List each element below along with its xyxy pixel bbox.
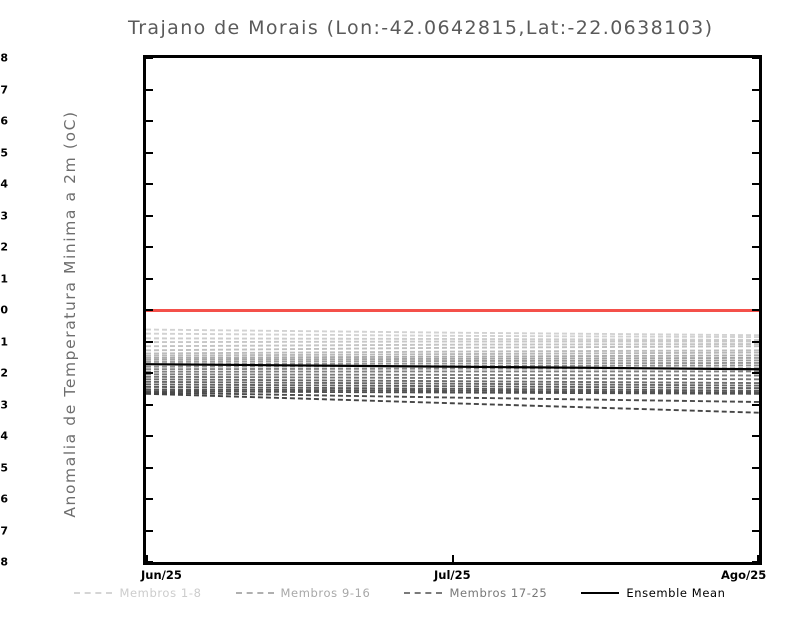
y-axis-label: Anomalia de Temperatura Minima a 2m (oC) xyxy=(61,110,79,518)
y-tick-mark xyxy=(146,88,153,91)
y-tick-mark xyxy=(146,246,153,248)
series-line xyxy=(146,340,759,344)
y-tick-mark xyxy=(752,58,759,59)
x-tick-mark xyxy=(451,555,454,562)
y-tick-mark xyxy=(146,466,153,469)
y-tick-label: 2 xyxy=(0,240,8,254)
plot-area xyxy=(143,55,762,565)
y-tick-mark xyxy=(146,403,153,406)
y-tick-label: 1 xyxy=(0,272,8,285)
y-tick-mark xyxy=(146,58,153,59)
legend-item: Membros 9-16 xyxy=(235,586,371,600)
y-tick-mark xyxy=(752,88,759,91)
series-line xyxy=(146,332,759,339)
y-tick-label: 0 xyxy=(0,303,8,317)
y-tick-mark xyxy=(146,529,153,532)
y-tick-mark xyxy=(752,435,759,437)
y-tick-mark xyxy=(752,246,759,248)
series-line xyxy=(146,349,759,355)
y-tick-mark xyxy=(752,498,759,500)
legend-swatch-icon xyxy=(235,592,274,594)
legend-label: Membros 1-8 xyxy=(119,586,202,600)
y-tick-mark xyxy=(752,277,759,280)
y-tick-label: -3 xyxy=(0,398,8,411)
y-tick-label: -8 xyxy=(0,555,8,569)
y-tick-mark xyxy=(146,340,153,343)
y-tick-label: -5 xyxy=(0,461,8,474)
y-tick-mark xyxy=(146,183,153,185)
series-line xyxy=(146,390,759,395)
series-line xyxy=(146,359,759,363)
series-line xyxy=(146,328,759,337)
y-tick-mark xyxy=(752,183,759,185)
series-line xyxy=(146,373,759,377)
series-line xyxy=(146,375,759,381)
y-tick-mark xyxy=(752,340,759,343)
y-tick-label: 7 xyxy=(0,83,8,96)
page-title: Trajano de Morais (Lon:-42.0642815,Lat:-… xyxy=(128,17,714,39)
y-tick-label: 5 xyxy=(0,146,8,159)
series-line xyxy=(146,361,759,366)
legend-swatch-icon xyxy=(581,592,620,594)
y-tick-mark xyxy=(752,372,759,374)
x-tick-mark xyxy=(757,555,759,562)
y-tick-mark xyxy=(146,151,153,154)
legend-item: Ensemble Mean xyxy=(581,586,725,600)
series-line xyxy=(146,392,759,414)
y-tick-mark xyxy=(752,529,759,532)
legend-item: Membros 17-25 xyxy=(404,586,547,600)
series-line xyxy=(146,367,759,371)
y-tick-label: -2 xyxy=(0,366,8,380)
zero-reference-line xyxy=(146,308,759,312)
y-tick-mark xyxy=(146,498,153,500)
legend-label: Ensemble Mean xyxy=(626,586,726,600)
series-line xyxy=(146,343,759,348)
legend-swatch-icon xyxy=(74,592,113,594)
series-line xyxy=(146,385,759,392)
y-tick-label: -1 xyxy=(0,335,8,348)
y-tick-label: -7 xyxy=(0,524,8,537)
x-tick-label: Ago/25 xyxy=(721,568,767,582)
legend-label: Membros 9-16 xyxy=(280,586,371,600)
series-line xyxy=(146,383,759,390)
y-tick-mark xyxy=(752,151,759,154)
series-line xyxy=(146,354,759,359)
y-tick-mark xyxy=(146,277,153,280)
series-line xyxy=(146,351,759,357)
chart-legend: Membros 1-8 Membros 9-16 Membros 17-25 Ense… xyxy=(0,586,800,600)
y-tick-label: -6 xyxy=(0,492,8,506)
y-tick-mark xyxy=(752,403,759,406)
series-line xyxy=(146,388,759,394)
y-tick-mark xyxy=(146,561,153,562)
series-line xyxy=(146,391,759,403)
y-tick-mark xyxy=(752,120,759,122)
y-tick-mark xyxy=(146,435,153,437)
series-line xyxy=(146,380,759,387)
y-tick-mark xyxy=(146,214,153,217)
y-tick-label: 4 xyxy=(0,177,8,191)
series-line xyxy=(146,356,759,361)
series-lines xyxy=(146,328,759,414)
y-tick-label: 8 xyxy=(0,51,8,65)
x-tick-label: Jul/25 xyxy=(434,568,471,582)
x-tick-label: Jun/25 xyxy=(141,568,182,582)
series-line xyxy=(146,345,759,352)
series-line xyxy=(146,363,759,371)
legend-swatch-icon xyxy=(404,592,443,594)
x-tick-mark xyxy=(146,555,148,562)
y-tick-label: 6 xyxy=(0,114,8,128)
y-tick-label: -4 xyxy=(0,429,8,443)
y-tick-mark xyxy=(146,372,153,374)
series-line xyxy=(146,337,759,341)
y-tick-mark xyxy=(752,561,759,562)
y-tick-mark xyxy=(752,466,759,469)
legend-item: Membros 1-8 xyxy=(74,586,201,600)
y-tick-mark xyxy=(752,214,759,217)
y-tick-mark xyxy=(146,309,153,311)
y-tick-label: 3 xyxy=(0,209,8,222)
y-tick-mark xyxy=(752,309,759,311)
series-line xyxy=(146,378,759,385)
y-tick-mark xyxy=(146,120,153,122)
legend-label: Membros 17-25 xyxy=(449,586,548,600)
